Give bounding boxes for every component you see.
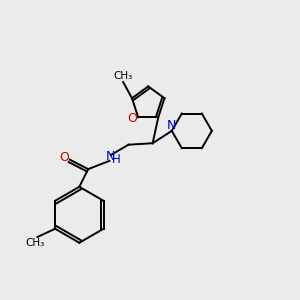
Text: O: O — [127, 112, 137, 125]
Text: N: N — [167, 119, 176, 132]
Text: H: H — [112, 153, 121, 166]
Text: CH₃: CH₃ — [26, 238, 45, 248]
Text: O: O — [59, 151, 69, 164]
Text: N: N — [105, 150, 115, 163]
Text: CH₃: CH₃ — [113, 70, 133, 80]
